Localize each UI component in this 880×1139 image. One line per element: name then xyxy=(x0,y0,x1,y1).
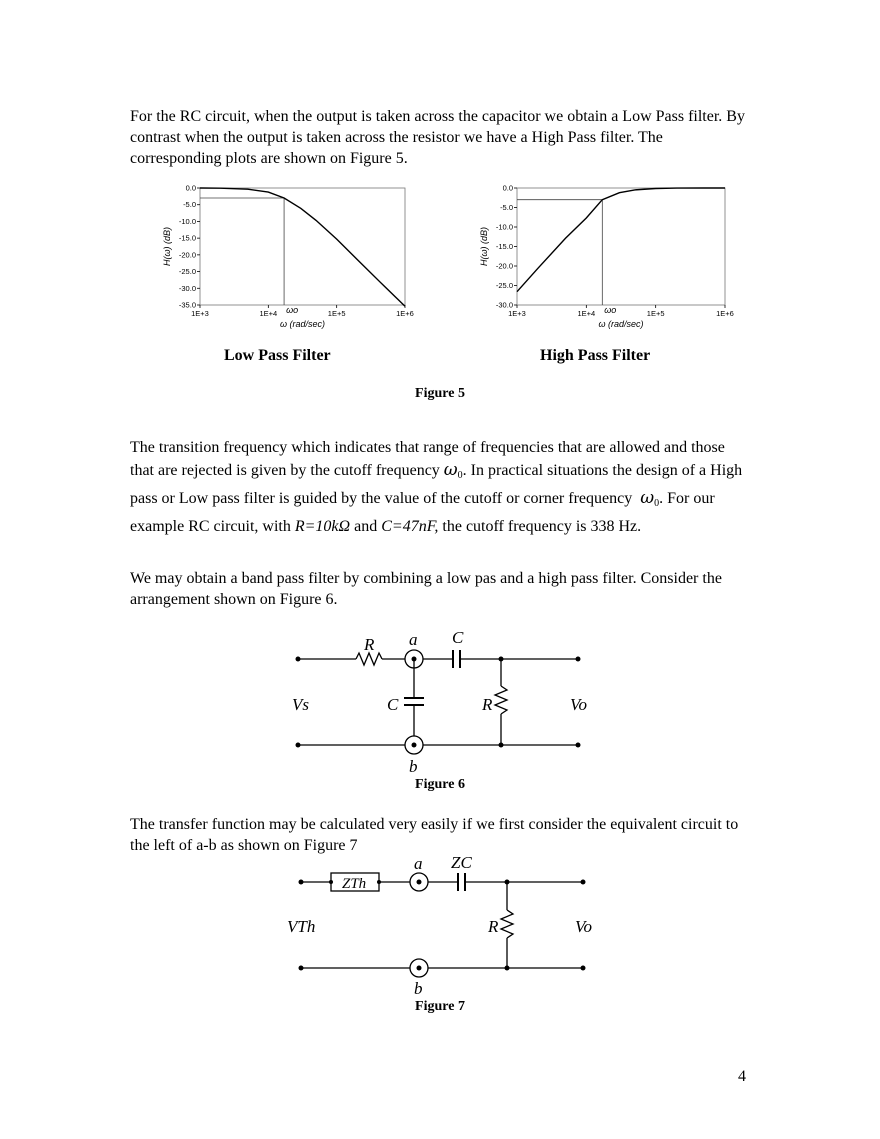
omega-symbol-2: ω xyxy=(640,488,655,508)
chart0-y-tick-label-3: -15.0 xyxy=(179,234,196,243)
chart1-y-tick-label-1: -5.0 xyxy=(500,203,513,212)
chart0-x-tick-label-3: 1E+6 xyxy=(396,309,414,318)
omega-subscript: 0 xyxy=(457,470,463,481)
chart1-x-axis-label: ω (rad/sec) xyxy=(598,319,643,329)
chart1-y-tick-label-3: -15.0 xyxy=(496,242,513,251)
label-zth: ZTh xyxy=(342,876,366,892)
label-c-top: C xyxy=(452,628,464,647)
chart0-y-axis-label: H(ω) (dB) xyxy=(162,227,172,266)
label-vo: Vo xyxy=(570,695,587,714)
low-pass-chart: 0.0-5.0-10.0-15.0-20.0-25.0-30.0-35.01E+… xyxy=(162,184,414,330)
cutoff-text-b: . In practical situations the design of … xyxy=(130,462,743,507)
figure-7-caption: Figure 7 xyxy=(415,999,465,1014)
chart1-x-tick-label-1: 1E+4 xyxy=(577,309,595,318)
chart0-x-tick-label-2: 1E+5 xyxy=(328,309,346,318)
chart0-series-line-0 xyxy=(199,187,406,307)
chart1-y-axis-label: H(ω) (dB) xyxy=(479,227,489,266)
chart0-cutoff-label: ωo xyxy=(286,305,298,315)
label-node-a-7: a xyxy=(414,854,423,873)
chart0-y-tick-label-4: -20.0 xyxy=(179,250,196,259)
figure-7-circuit: ZTh a ZC VTh R Vo b xyxy=(287,853,592,998)
label-node-b: b xyxy=(409,757,418,776)
label-vth: VTh xyxy=(287,917,315,936)
chart1-x-tick-label-2: 1E+5 xyxy=(647,309,665,318)
figure-6-circuit: R a C Vs C R Vo b xyxy=(292,628,587,776)
cutoff-text-and: and xyxy=(354,518,378,535)
high-pass-chart: 0.0 -5.0 -10.0 -15.0 -20.0 -25.0 -30.01E+3 1E+4… xyxy=(479,184,734,330)
chart1-y-tick-label-6: -30.0 xyxy=(496,301,513,310)
chart1-series-line-0 xyxy=(516,187,725,293)
chart1-y-tick-label-0: 0.0 xyxy=(503,184,513,193)
label-r-right-7: R xyxy=(487,917,499,936)
chart1-x-tick-label-3: 1E+6 xyxy=(716,309,734,318)
omega-symbol: ω xyxy=(443,460,458,480)
cutoff-text-a: The transition frequency which indicates… xyxy=(130,439,725,479)
chart0-x-axis-label: ω (rad/sec) xyxy=(280,319,325,329)
low-pass-caption: Low Pass Filter xyxy=(224,347,331,364)
figure-6-caption: Figure 6 xyxy=(415,777,465,792)
page-number: 4 xyxy=(738,1068,746,1085)
omega-subscript-2: 0 xyxy=(654,498,660,509)
label-zc: ZC xyxy=(451,853,472,872)
paragraph-band-pass: We may obtain a band pass filter by comb… xyxy=(130,570,722,608)
chart1-y-tick-label-5: -25.0 xyxy=(496,281,513,290)
chart0-plot-frame xyxy=(199,187,406,306)
cutoff-text-d: the cutoff frequency is 338 Hz. xyxy=(442,518,642,535)
chart0-x-tick-label-0: 1E+3 xyxy=(191,309,209,318)
label-node-a: a xyxy=(409,630,418,649)
resistor-top xyxy=(355,651,383,667)
chart1-y-tick-label-2: -10.0 xyxy=(496,223,513,232)
label-vs: Vs xyxy=(292,695,309,714)
label-vo-7: Vo xyxy=(575,917,592,936)
chart0-y-tick-label-7: -35.0 xyxy=(179,301,196,310)
chart0-y-tick-label-5: -25.0 xyxy=(179,267,196,276)
chart0-y-tick-label-2: -10.0 xyxy=(179,217,196,226)
high-pass-caption: High Pass Filter xyxy=(540,347,651,364)
chart1-cutoff-label: ωo xyxy=(604,305,616,315)
label-r-right: R xyxy=(481,695,493,714)
label-node-b-7: b xyxy=(414,979,423,998)
capacitor-value: C=47nF, xyxy=(381,518,439,535)
paragraph-transfer-function: The transfer function may be calculated … xyxy=(130,816,739,854)
paragraph-cutoff: The transition frequency which indicates… xyxy=(130,436,750,538)
chart1-plot-frame xyxy=(516,187,726,306)
label-r-top: R xyxy=(363,635,375,654)
label-c-mid: C xyxy=(387,695,399,714)
chart0-x-tick-label-1: 1E+4 xyxy=(259,309,277,318)
chart0-y-tick-label-6: -30.0 xyxy=(179,284,196,293)
chart1-x-tick-label-0: 1E+3 xyxy=(508,309,526,318)
chart0-y-tick-label-1: -5.0 xyxy=(183,200,196,209)
paragraph-intro: For the RC circuit, when the output is t… xyxy=(130,108,745,167)
chart1-y-tick-label-4: -20.0 xyxy=(496,262,513,271)
resistor-value: R=10kΩ xyxy=(294,518,351,535)
cutoff-text-c: . For our example RC circuit, with xyxy=(130,490,715,535)
figure-5-caption: Figure 5 xyxy=(415,386,465,401)
chart0-y-tick-label-0: 0.0 xyxy=(186,184,196,193)
